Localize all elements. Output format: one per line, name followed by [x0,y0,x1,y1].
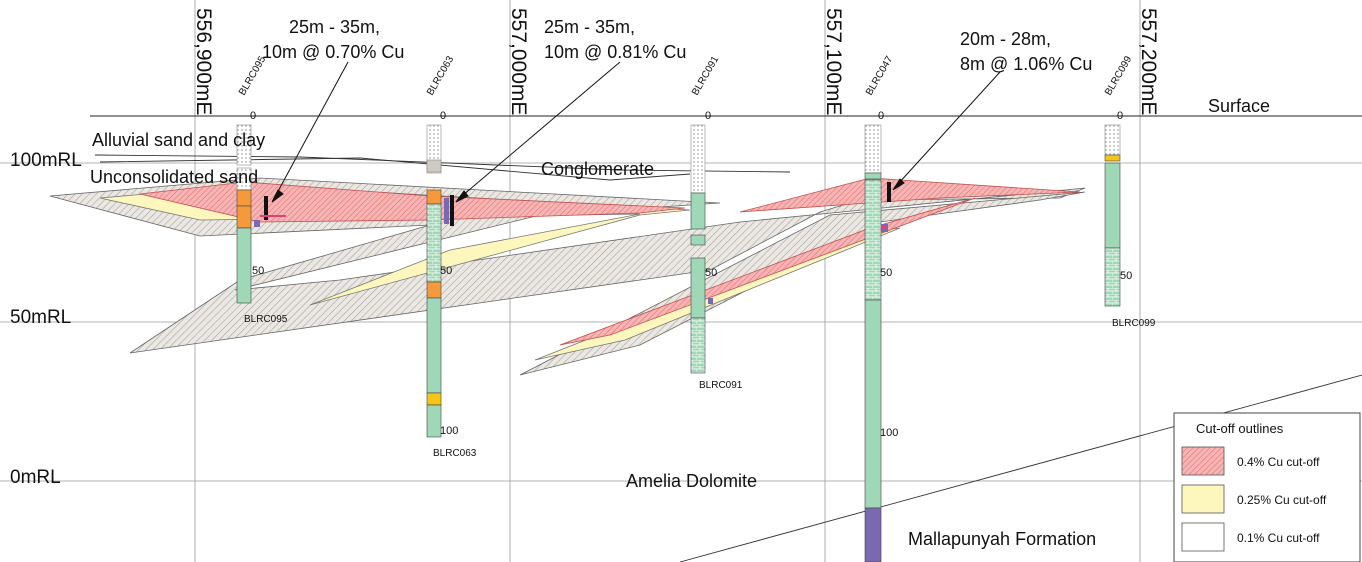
intercept-2-line2: 10m @ 0.81% Cu [544,42,686,62]
legend-label-0.4: 0.4% Cu cut-off [1237,455,1320,469]
depth-label: 0 [1117,110,1123,122]
drillhole-blrc063 [426,124,454,438]
hole-bottom-label-blrc099: BLRC099 [1112,318,1156,329]
hole-top-label-blrc063: BLRC063 [425,54,456,97]
legend-swatch-0.4 [1181,446,1225,476]
rl-label-0: 0mRL [10,467,61,488]
easting-label-557000: 557,000mE [507,8,530,115]
legend-label-0.1: 0.1% Cu cut-off [1237,531,1320,545]
legend-label-0.25: 0.25% Cu cut-off [1237,493,1327,507]
depth-label: 50 [1120,270,1132,282]
easting-label-557100: 557,100mE [822,8,845,115]
drillhole-blrc099 [1104,124,1121,307]
depth-label: 0 [705,110,711,122]
rl-labels: 100mRL 50mRL 0mRL [10,150,82,488]
intercept-3-line2: 8m @ 1.06% Cu [960,54,1092,74]
geology-label-alluvial: Alluvial sand and clay [92,130,265,150]
legend-title: Cut-off outlines [1196,421,1284,436]
easting-labels: 556,900mE 557,000mE 557,100mE 557,200mE [192,8,1160,115]
hole-bottom-labels: BLRC095 BLRC063 BLRC091 BLRC099 [244,314,1156,459]
legend-swatch-0.1 [1181,522,1225,552]
depth-label: 100 [440,425,458,437]
hole-top-label-blrc047: BLRC047 [864,54,895,97]
intercept-3-line1: 20m - 28m, [960,29,1051,49]
drillhole-blrc095 [236,124,286,304]
depth-label: 50 [252,265,264,277]
depth-label: 50 [880,267,892,279]
intercept-1-line2: 10m @ 0.70% Cu [262,42,404,62]
intercept-arrows [271,61,1001,203]
depth-label: 50 [440,265,452,277]
depth-label: 0 [440,110,446,122]
geology-label-unconsolidated: Unconsolidated sand [90,167,258,187]
rl-label-50: 50mRL [10,307,71,328]
depth-label: 50 [705,267,717,279]
geology-label-mallapunyah: Mallapunyah Formation [908,529,1096,549]
hole-bottom-label-blrc063: BLRC063 [433,448,477,459]
hole-top-label-blrc099: BLRC099 [1103,54,1134,97]
depth-label: 100 [880,427,898,439]
hole-bottom-label-blrc091: BLRC091 [699,380,743,391]
drillhole-blrc091 [690,124,713,374]
geology-labels: Surface Alluvial sand and clay Unconsoli… [90,96,1270,549]
hole-bottom-label-blrc095: BLRC095 [244,314,288,325]
drillhole-blrc047 [864,124,891,562]
depth-labels: 0 50 0 50 100 0 50 0 50 100 0 50 [250,110,1132,439]
depth-label: 0 [878,110,884,122]
legend: Cut-off outlines 0.4% Cu cut-off 0.25% C… [1173,412,1361,562]
hole-top-label-blrc091: BLRC091 [690,54,721,97]
easting-label-557200: 557,200mE [1137,8,1160,115]
intercept-1-line1: 25m - 35m, [289,17,380,37]
easting-label-556900: 556,900mE [192,8,215,115]
intercept-annotations: 25m - 35m, 10m @ 0.70% Cu 25m - 35m, 10m… [262,17,1092,74]
geology-label-amelia: Amelia Dolomite [626,471,757,491]
legend-swatch-0.25 [1181,484,1225,514]
surface-label: Surface [1208,96,1270,116]
rl-label-100: 100mRL [10,150,82,171]
drill-holes [236,124,1121,562]
intercept-2-line1: 25m - 35m, [544,17,635,37]
depth-label: 0 [250,110,256,122]
geology-label-conglomerate: Conglomerate [541,159,654,179]
